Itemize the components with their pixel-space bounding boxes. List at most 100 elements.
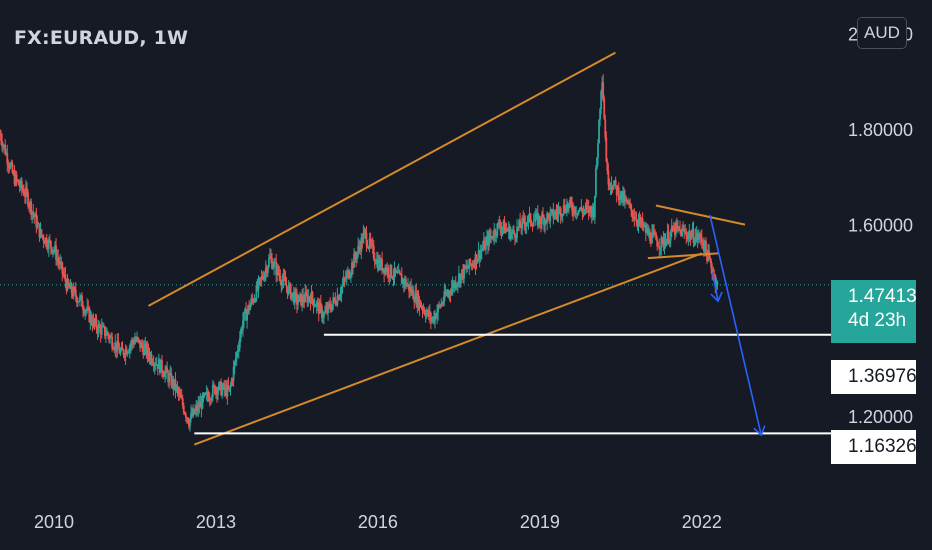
candle-body <box>121 347 124 351</box>
candle-body <box>604 119 607 138</box>
candle-body <box>197 403 200 411</box>
candle-body <box>87 306 90 308</box>
candle-body <box>433 316 435 322</box>
candle-body <box>414 291 417 302</box>
candle-body <box>462 269 464 279</box>
candle-body <box>330 308 333 311</box>
candle-body <box>672 226 675 231</box>
symbol-title[interactable]: FX:EURAUD, 1W <box>14 27 189 49</box>
candle-body <box>311 292 314 300</box>
candle-body <box>527 215 530 222</box>
candle-body <box>228 388 231 390</box>
candle-body <box>454 281 457 288</box>
candle-body <box>704 241 706 252</box>
candle-body <box>520 227 523 229</box>
candle-body <box>533 219 536 222</box>
candle-body <box>15 174 18 180</box>
trendline-triangle-bottom <box>647 252 719 260</box>
candle-body <box>205 392 208 394</box>
candle-body <box>629 204 632 206</box>
candle-body <box>241 329 243 331</box>
candle-body <box>484 240 487 250</box>
candle-body <box>379 259 381 268</box>
candle-body <box>353 253 355 268</box>
candle-body <box>436 312 438 319</box>
candle-body <box>178 393 181 395</box>
candle-body <box>483 240 486 250</box>
candle-body <box>427 309 430 317</box>
candle-body <box>294 291 297 294</box>
candle-body <box>328 303 331 305</box>
candle-body <box>28 205 30 207</box>
candle-body <box>12 172 15 174</box>
candle-body <box>333 297 336 300</box>
candle-body <box>496 223 499 236</box>
candle-body <box>182 405 185 413</box>
candle-body <box>72 287 75 297</box>
candle-body <box>700 237 703 243</box>
candle-body <box>473 264 476 268</box>
candle-body <box>497 222 500 224</box>
candle-body <box>341 284 344 288</box>
candle-body <box>62 272 65 275</box>
candle-body <box>101 325 104 327</box>
candle-body <box>609 184 612 187</box>
candle-body <box>405 279 407 287</box>
candle-body <box>231 379 234 381</box>
candle-body <box>13 172 16 185</box>
candle-body <box>152 364 155 367</box>
candle-body <box>628 202 631 205</box>
candle-body <box>264 268 267 274</box>
candle-body <box>168 374 171 383</box>
candle-body <box>144 343 147 347</box>
candle-body <box>696 232 699 240</box>
candle-body <box>158 359 161 373</box>
candle-body <box>348 276 351 279</box>
candle-body <box>528 213 531 216</box>
candle-body <box>361 237 364 243</box>
candle-body <box>187 417 189 423</box>
candle-body <box>707 250 709 262</box>
candle-body <box>100 326 103 335</box>
candle-body <box>161 359 163 372</box>
candle-body <box>498 222 501 227</box>
candle-body <box>660 237 663 248</box>
candle-body <box>163 374 165 377</box>
candle-body <box>508 226 511 239</box>
candle-body <box>219 381 222 383</box>
candle-body <box>366 245 369 248</box>
candle-body <box>460 273 462 283</box>
candle-body <box>441 303 444 305</box>
last-price-tag: 1.47413 4d 23h <box>831 280 917 343</box>
candle-body <box>450 288 453 295</box>
candle-body <box>529 213 532 224</box>
candle-body <box>312 299 315 307</box>
candle-body <box>143 346 146 356</box>
candle-body <box>254 299 257 301</box>
candle-body <box>340 287 343 295</box>
candle-body <box>448 291 451 294</box>
candle-body <box>370 243 373 245</box>
candle-body <box>470 264 473 266</box>
candle-body <box>393 267 396 278</box>
candle-body <box>351 262 353 274</box>
candle-body <box>42 236 45 242</box>
candle-body <box>324 311 326 314</box>
candle-body <box>387 267 390 276</box>
candle-body <box>499 226 502 231</box>
time-tick-label: 2022 <box>682 512 722 532</box>
candle-body <box>248 305 251 311</box>
candle-body <box>261 276 264 279</box>
candle-body <box>59 262 62 265</box>
candle-body <box>701 242 704 245</box>
candle-body <box>283 275 286 280</box>
candle-body <box>381 259 383 271</box>
candle-body <box>502 221 505 228</box>
candle-body <box>142 347 145 356</box>
candle-body <box>277 266 280 274</box>
candle-body <box>620 191 623 201</box>
currency-badge[interactable]: AUD <box>857 17 907 49</box>
candle-body <box>266 266 269 273</box>
candle-body <box>435 314 437 319</box>
